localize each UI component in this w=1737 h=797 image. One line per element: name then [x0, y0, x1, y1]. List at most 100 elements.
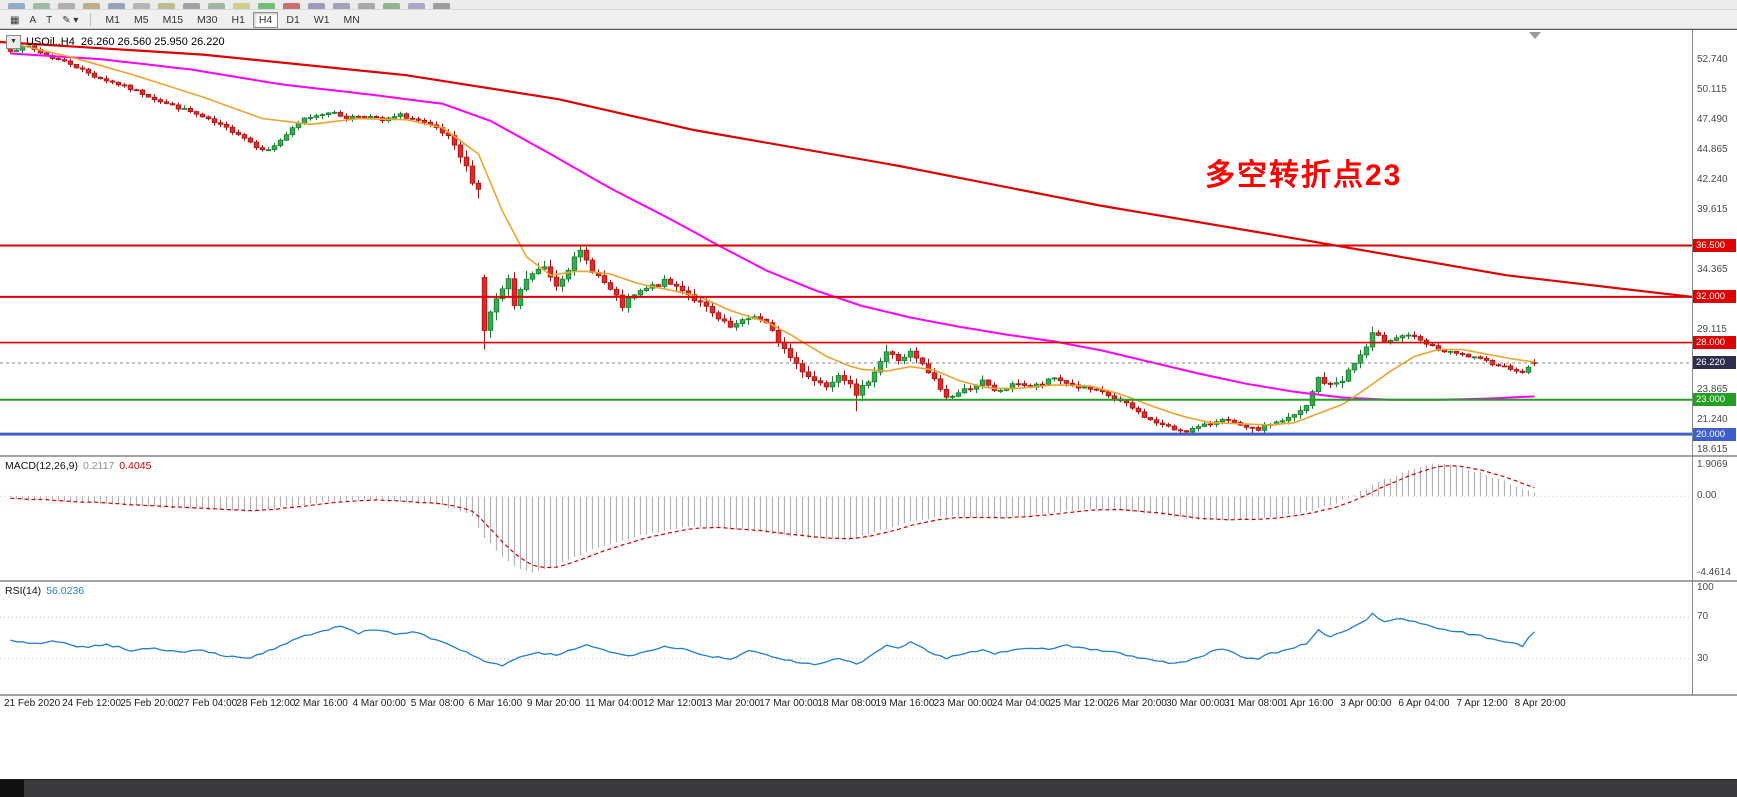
panel-splitter[interactable]: [0, 580, 1737, 582]
grid-tool-icon[interactable]: ▦: [10, 15, 20, 26]
time-axis-label: 23 Mar 00:00: [933, 698, 993, 709]
charts-toolbar: ▦ A T ✎ ▾ M1 M5 M15 M30 H1 H4 D1 W1 MN: [0, 10, 1737, 29]
stop-icon[interactable]: [283, 3, 300, 9]
time-axis-label: 6 Apr 04:00: [1398, 698, 1450, 709]
timeframe-m30[interactable]: M30: [197, 14, 218, 26]
macd-name: MACD(12,26,9): [5, 460, 78, 472]
macd-label: MACD(12,26,9) 0.2117 0.4045: [5, 460, 151, 472]
timeframe-h1[interactable]: H1: [231, 14, 245, 26]
time-axis-label: 26 Mar 20:00: [1107, 698, 1167, 709]
time-axis-label: 5 Mar 08:00: [410, 698, 465, 709]
quote-ohlc-label: 26.260 26.560 25.950 26.220: [80, 36, 225, 48]
market-watch-icon[interactable]: [108, 3, 125, 9]
time-axis-label: 28 Feb 12:00: [236, 698, 296, 709]
bottom-bar: [0, 779, 1737, 797]
main-toolbar-cropped: [0, 0, 1737, 10]
macd-panel[interactable]: MACD(12,26,9) 0.2117 0.4045: [0, 457, 1692, 580]
time-axis-label: 13 Mar 20:00: [701, 698, 761, 709]
macd-main-value: 0.2117: [82, 460, 115, 472]
rsi-axis[interactable]: 100 70 30: [1693, 582, 1737, 694]
chart-window[interactable]: ▼ USOil.,H4 26.260 26.560 25.950 26.220 …: [0, 29, 1737, 780]
time-axis-label: 25 Mar 12:00: [1049, 698, 1109, 709]
price-level-badge: 36.500: [1693, 238, 1736, 252]
macd-signal-value: 0.4045: [119, 460, 152, 472]
rsi-label: RSI(14) 56.0236: [5, 585, 84, 597]
metaeditor-icon[interactable]: [233, 3, 250, 9]
drawing-tools-group: ▦ A T ✎ ▾: [5, 10, 83, 28]
panel-splitter[interactable]: [0, 455, 1737, 457]
profiles-icon[interactable]: [83, 3, 100, 9]
price-level-badge: 32.000: [1693, 290, 1736, 304]
current-price-badge: 26.220: [1693, 356, 1736, 370]
time-axis[interactable]: 21 Feb 2020 24 Feb 12:00 25 Feb 20:00 27 Fe…: [0, 696, 1692, 713]
tile-windows-icon[interactable]: [358, 3, 375, 9]
periods-icon[interactable]: [408, 3, 425, 9]
cursor-icon[interactable]: [433, 3, 450, 9]
time-axis-label: 8 Apr 20:00: [1514, 698, 1566, 709]
axis-label: 52.740: [1697, 53, 1728, 65]
draw-menu-icon[interactable]: ✎ ▾: [62, 15, 79, 26]
axis-label: 34.365: [1697, 263, 1728, 275]
chart-annotation-text: 多空转折点23: [1205, 159, 1403, 192]
axis-label: 100: [1697, 582, 1714, 593]
new-order-icon[interactable]: [8, 3, 25, 9]
bottom-bar-corner: [0, 780, 24, 797]
price-panel[interactable]: ▼ USOil.,H4 26.260 26.560 25.950 26.220 …: [0, 30, 1692, 455]
axis-label: -4.4614: [1697, 567, 1731, 578]
data-window-icon[interactable]: [133, 3, 150, 9]
panel-splitter: [0, 694, 1737, 696]
rsi-chart-canvas[interactable]: [0, 582, 1692, 694]
timeframe-m1[interactable]: M1: [105, 14, 121, 26]
timeframe-mn[interactable]: MN: [343, 14, 360, 26]
chart-shift-marker: [1529, 32, 1541, 39]
chart-list-icon[interactable]: [58, 3, 75, 9]
axis-label: 50.115: [1697, 83, 1727, 95]
axis-label: 1.9069: [1697, 459, 1728, 470]
indicators-icon[interactable]: [383, 3, 400, 9]
time-axis-label: 17 Mar 00:00: [759, 698, 819, 709]
quote-line: ▼ USOil.,H4 26.260 26.560 25.950 26.220: [6, 35, 225, 49]
rsi-panel[interactable]: RSI(14) 56.0236: [0, 582, 1692, 694]
symbol-period-label: USOil.,H4: [25, 36, 75, 48]
timeframe-m5[interactable]: M5: [134, 14, 149, 26]
timeframe-m15[interactable]: M15: [162, 14, 184, 26]
macd-chart-canvas[interactable]: [0, 457, 1692, 580]
time-axis-label: 27 Feb 04:00: [178, 698, 238, 709]
zoom-out-icon[interactable]: [333, 3, 350, 9]
navigator-icon[interactable]: [158, 3, 175, 9]
timeframe-h4[interactable]: H4: [252, 12, 279, 28]
timeframe-d1[interactable]: D1: [286, 14, 300, 26]
axis-label: 42.240: [1697, 173, 1728, 185]
price-level-badge: 28.000: [1693, 336, 1736, 350]
time-axis-label: 31 Mar 08:00: [1224, 698, 1284, 709]
timeframes-group: M1 M5 M15 M30 H1 H4 D1 W1 MN: [98, 10, 366, 28]
time-axis-label: 11 Mar 04:00: [585, 698, 644, 709]
autotrading-icon[interactable]: [258, 3, 275, 9]
axis-label: 23.865: [1697, 383, 1728, 395]
symbol-dropdown-button[interactable]: ▼: [6, 35, 21, 49]
axis-label: 18.615: [1697, 443, 1728, 455]
time-axis-label: 30 Mar 00:00: [1166, 698, 1225, 709]
time-axis-label: 24 Mar 04:00: [991, 698, 1051, 709]
axis-divider: [1692, 30, 1693, 696]
time-axis-label: 18 Mar 08:00: [817, 698, 877, 709]
rsi-name: RSI(14): [5, 585, 42, 597]
rsi-value: 56.0236: [46, 585, 85, 597]
axis-label: 44.865: [1697, 143, 1728, 155]
time-axis-label: 7 Apr 12:00: [1456, 698, 1508, 709]
terminal-icon[interactable]: [183, 3, 200, 9]
text-label-tool-icon[interactable]: A: [29, 15, 37, 26]
charts-icon[interactable]: [33, 3, 50, 9]
price-axis[interactable]: 52.740 50.115 47.490 44.865 42.240 39.615 34.3…: [1693, 30, 1737, 455]
timeframe-w1[interactable]: W1: [313, 14, 330, 26]
time-axis-label: 2 Mar 16:00: [294, 698, 348, 709]
axis-label: 29.115: [1697, 323, 1727, 335]
macd-axis[interactable]: 1.9069 0.00 -4.4614: [1693, 457, 1737, 580]
price-chart-canvas[interactable]: [0, 30, 1692, 455]
text-tool-icon[interactable]: T: [46, 15, 53, 26]
time-axis-label: 9 Mar 20:00: [526, 698, 581, 709]
zoom-in-icon[interactable]: [308, 3, 325, 9]
time-axis-label: 6 Mar 16:00: [468, 698, 523, 709]
price-level-badge: 20.000: [1693, 427, 1736, 441]
strategy-tester-icon[interactable]: [208, 3, 225, 9]
